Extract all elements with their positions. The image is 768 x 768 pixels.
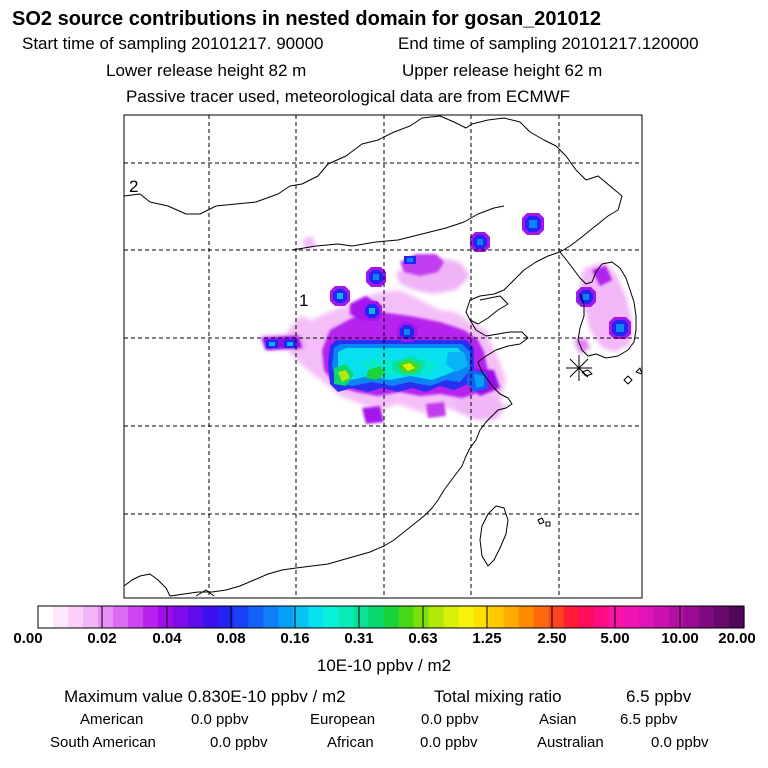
tracer-note: Passive tracer used, meteorological data… xyxy=(126,87,571,106)
colorbar-swatch xyxy=(53,606,69,628)
colorbar-swatch xyxy=(638,606,655,628)
region-name: European xyxy=(310,711,376,728)
colorbar-swatch xyxy=(428,606,445,628)
colorbar-swatch xyxy=(698,606,715,628)
colorbar-swatch xyxy=(83,606,99,628)
colorbar-swatch xyxy=(728,606,745,628)
colorbar-swatch xyxy=(398,606,415,628)
colorbar-swatch xyxy=(653,606,670,628)
colorbar-tick-label: 0.02 xyxy=(87,630,117,647)
colorbar-swatch xyxy=(38,606,54,628)
colorbar-tick-label: 0.00 xyxy=(13,630,43,647)
colorbar-tick-label: 2.50 xyxy=(537,630,567,647)
colorbar-tick-label: 0.04 xyxy=(152,630,182,647)
total-mixing-label: Total mixing ratio xyxy=(434,687,562,706)
colorbar-swatch xyxy=(278,606,294,628)
colorbar-swatch xyxy=(668,606,685,628)
colorbar-swatch xyxy=(713,606,730,628)
concentration-field xyxy=(260,213,632,424)
colorbar-tick-label: 0.08 xyxy=(216,630,246,647)
colorbar-swatch xyxy=(548,606,565,628)
colorbar-swatch xyxy=(293,606,309,628)
colorbar-swatch xyxy=(353,606,370,628)
region-name: Asian xyxy=(539,711,577,728)
colorbar-swatch xyxy=(413,606,430,628)
colorbar-swatch xyxy=(503,606,520,628)
colorbar-swatch xyxy=(263,606,279,628)
region-value: 0.0 ppbv xyxy=(421,711,479,728)
colorbar-swatch xyxy=(233,606,249,628)
colorbar-swatch xyxy=(113,606,129,628)
region-value: 6.5 ppbv xyxy=(620,711,678,728)
colorbar-swatch xyxy=(458,606,475,628)
colorbar-tick-label: 10.00 xyxy=(661,630,699,647)
region-value: 0.0 ppbv xyxy=(420,734,478,751)
colorbar-tick-label: 0.31 xyxy=(344,630,374,647)
colorbar-swatch xyxy=(308,606,325,628)
colorbar-swatch xyxy=(68,606,84,628)
region-name: American xyxy=(80,711,144,728)
colorbar-swatch xyxy=(188,606,204,628)
region-value: 0.0 ppbv xyxy=(191,711,249,728)
max-value-label: Maximum value 0.830E-10 ppbv / m2 xyxy=(64,687,346,706)
colorbar-swatch xyxy=(158,606,174,628)
colorbar-swatch xyxy=(323,606,340,628)
colorbar-swatch xyxy=(98,606,114,628)
colorbar-swatch xyxy=(623,606,640,628)
coastlines xyxy=(124,115,642,597)
region-value: 0.0 ppbv xyxy=(210,734,268,751)
colorbar-swatch xyxy=(683,606,700,628)
colorbar-swatch xyxy=(248,606,264,628)
colorbar-swatch xyxy=(383,606,400,628)
colorbar-tick-label: 0.63 xyxy=(408,630,438,647)
colorbar-swatch xyxy=(338,606,355,628)
region-label-1: 1 xyxy=(299,291,308,310)
grid-lines xyxy=(124,115,642,598)
colorbar-swatch xyxy=(143,606,159,628)
colorbar-dividers xyxy=(101,606,681,628)
colorbar-tick-label: 20.00 xyxy=(718,630,756,647)
colorbar-swatch xyxy=(443,606,460,628)
colorbar-swatch xyxy=(563,606,580,628)
total-mixing-value: 6.5 ppbv xyxy=(626,687,692,706)
end-time-label: End time of sampling 20101217.120000 xyxy=(398,34,699,53)
lower-release-label: Lower release height 82 m xyxy=(106,61,307,80)
colorbar-swatch xyxy=(173,606,189,628)
upper-release-label: Upper release height 62 m xyxy=(402,61,603,80)
colorbar-frame xyxy=(37,605,745,629)
colorbar-swatch xyxy=(593,606,610,628)
chart-title: SO2 source contributions in nested domai… xyxy=(12,8,602,30)
colorbar-swatch xyxy=(488,606,505,628)
colorbar-swatch xyxy=(608,606,625,628)
colorbar-swatch xyxy=(473,606,490,628)
region-name: Australian xyxy=(537,734,604,751)
colorbar-tick-label: 1.25 xyxy=(472,630,502,647)
colorbar-tick-label: 0.16 xyxy=(280,630,310,647)
colorbar-tick-label: 5.00 xyxy=(600,630,630,647)
colorbar-unit: 10E-10 ppbv / m2 xyxy=(316,656,452,675)
colorbar-swatch xyxy=(533,606,550,628)
receptor-marker xyxy=(566,355,592,381)
colorbar-swatch xyxy=(518,606,535,628)
colorbar-swatches xyxy=(38,606,745,628)
region-name: African xyxy=(327,734,374,751)
colorbar-swatch xyxy=(578,606,595,628)
colorbar-swatch xyxy=(128,606,144,628)
colorbar-swatch xyxy=(203,606,219,628)
map-frame xyxy=(123,114,643,599)
colorbar-swatch xyxy=(218,606,234,628)
start-time-label: Start time of sampling 20101217. 90000 xyxy=(22,34,324,53)
region-label-2: 2 xyxy=(129,177,138,196)
region-name: South American xyxy=(50,734,156,751)
colorbar-swatch xyxy=(368,606,385,628)
region-value: 0.0 ppbv xyxy=(651,734,709,751)
